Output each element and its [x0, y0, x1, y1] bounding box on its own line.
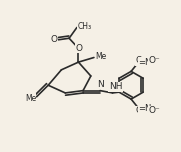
- Text: Me: Me: [25, 94, 36, 103]
- Text: O: O: [76, 44, 83, 53]
- Text: O: O: [51, 35, 58, 43]
- Text: O⁻: O⁻: [148, 106, 160, 115]
- Text: O: O: [135, 106, 142, 115]
- Text: N: N: [98, 80, 104, 89]
- Text: O⁻: O⁻: [148, 56, 160, 65]
- Text: CH₃: CH₃: [78, 22, 92, 31]
- Text: =N: =N: [138, 58, 152, 67]
- Text: O: O: [135, 56, 142, 65]
- Text: NH: NH: [109, 82, 122, 91]
- Text: Me: Me: [95, 52, 107, 61]
- Text: =N: =N: [138, 104, 152, 113]
